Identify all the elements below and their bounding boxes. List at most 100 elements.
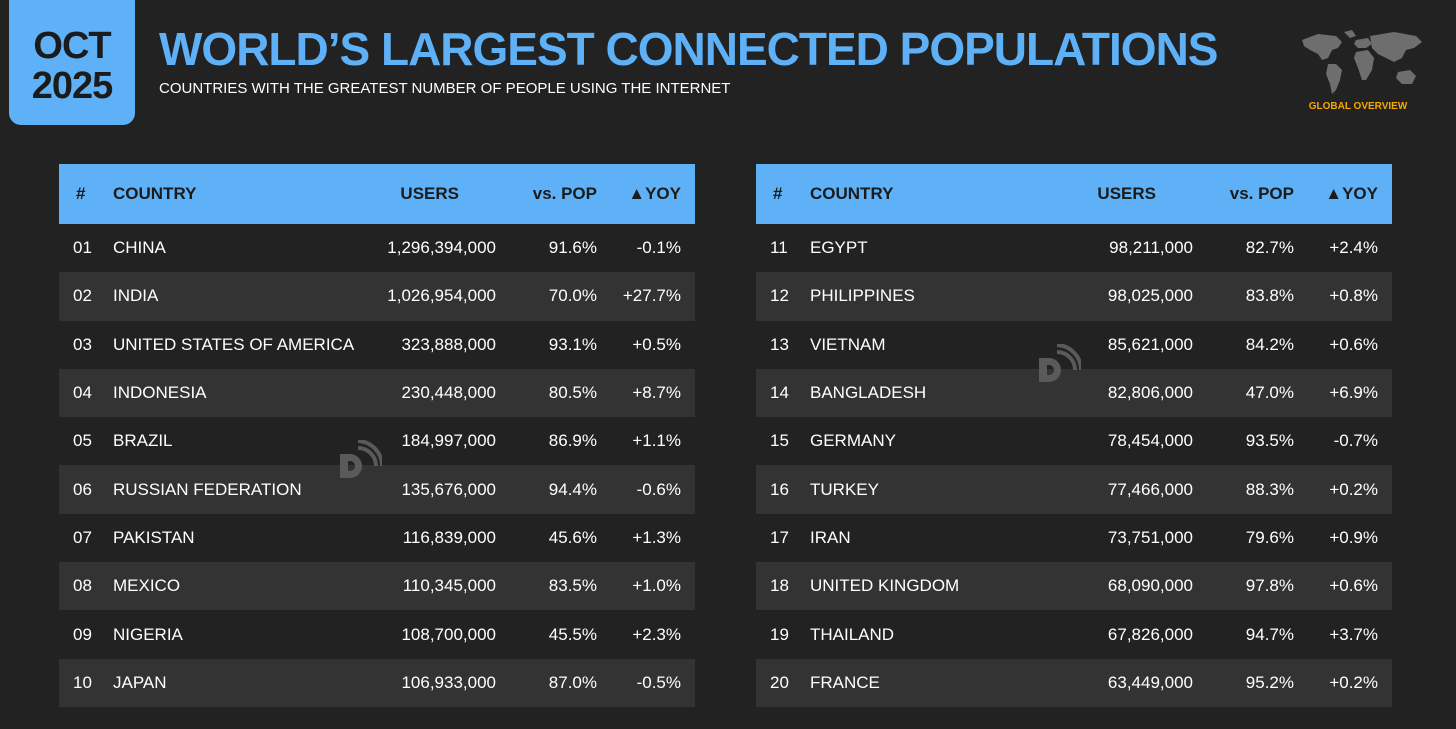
page-subtitle: COUNTRIES WITH THE GREATEST NUMBER OF PE… [159,80,731,97]
datareportal-logo-icon [1039,344,1081,382]
rank-cell: 14 [770,383,789,403]
table-row: 02 INDIA 1,026,954,000 70.0% +27.7% [59,272,695,321]
yoy-cell: +0.8% [1329,286,1378,306]
table-row: 03 UNITED STATES OF AMERICA 323,888,000 93.… [59,320,695,369]
ranking-table-right: # COUNTRY USERS vs. POP ▲YOY 11 EGYPT 98,2… [756,164,1392,707]
rank-cell: 09 [73,624,92,644]
yoy-cell: +8.7% [632,383,681,403]
header-users: USERS [400,184,459,203]
vs-pop-cell: 87.0% [548,672,597,692]
rank-cell: 02 [73,286,92,306]
table-row: 04 INDONESIA 230,448,000 80.5% +8.7% [59,368,695,418]
rank-cell: 07 [73,527,92,547]
country-cell: PAKISTAN [113,527,195,547]
table-row: 12 PHILIPPINES 98,025,000 83.8% +0.8% [756,272,1392,321]
country-cell: IRAN [810,527,851,547]
rank-cell: 19 [770,624,789,644]
header-vs-pop: vs. POP [1229,184,1294,203]
rank-cell: 06 [73,479,92,499]
users-cell: 68,090,000 [1107,576,1193,596]
country-cell: BRAZIL [113,431,173,451]
country-cell: INDONESIA [113,383,207,403]
country-cell: PHILIPPINES [810,286,915,306]
vs-pop-cell: 86.9% [548,431,597,451]
users-cell: 63,449,000 [1107,672,1193,692]
country-cell: CHINA [113,238,166,258]
table-row: 16 TURKEY 77,466,000 88.3% +0.2% [756,465,1392,514]
rank-cell: 03 [73,334,92,354]
page-title: WORLD’S LARGEST CONNECTED POPULATIONS [159,23,1218,75]
global-overview-label: GLOBAL OVERVIEW [1308,101,1408,112]
vs-pop-cell: 93.5% [1245,431,1294,451]
country-cell: FRANCE [810,672,880,692]
header-yoy: ▲YOY [628,184,681,203]
yoy-cell: +27.7% [622,286,681,306]
rank-cell: 05 [73,431,92,451]
vs-pop-cell: 45.6% [548,527,597,547]
table-row: 09 NIGERIA 108,700,000 45.5% +2.3% [59,610,695,659]
users-cell: 77,466,000 [1107,479,1193,499]
vs-pop-cell: 94.4% [548,479,597,499]
rank-cell: 16 [770,479,789,499]
yoy-cell: +2.3% [632,624,681,644]
yoy-cell: +2.4% [1329,238,1378,258]
table-row: 19 THAILAND 67,826,000 94.7% +3.7% [756,610,1392,659]
yoy-cell: +6.9% [1329,383,1378,403]
date-badge-year: 2025 [31,65,114,107]
vs-pop-cell: 97.8% [1245,576,1294,596]
vs-pop-cell: 70.0% [548,286,597,306]
table-row: 20 FRANCE 63,449,000 95.2% +0.2% [756,658,1392,707]
rank-cell: 10 [73,672,92,692]
country-cell: UNITED KINGDOM [810,576,960,596]
country-cell: TURKEY [810,479,879,499]
users-cell: 108,700,000 [401,624,496,644]
table-row: 18 UNITED KINGDOM 68,090,000 97.8% +0.6% [756,562,1392,611]
header-rank: # [76,184,86,203]
users-cell: 98,025,000 [1107,286,1193,306]
country-cell: UNITED STATES OF AMERICA [113,334,355,354]
rank-cell: 18 [770,576,789,596]
yoy-cell: +3.7% [1329,624,1378,644]
vs-pop-cell: 80.5% [548,383,597,403]
rank-cell: 04 [73,383,92,403]
world-map-icon [1302,30,1422,94]
table-row: 15 GERMANY 78,454,000 93.5% -0.7% [756,417,1392,466]
users-cell: 230,448,000 [401,383,496,403]
table-row: 01 CHINA 1,296,394,000 91.6% -0.1% [59,224,695,273]
country-cell: JAPAN [113,672,167,692]
users-cell: 184,997,000 [401,431,496,451]
vs-pop-cell: 84.2% [1245,334,1294,354]
table-row: 11 EGYPT 98,211,000 82.7% +2.4% [756,224,1392,273]
table-row: 10 JAPAN 106,933,000 87.0% -0.5% [59,658,695,707]
header-vs-pop: vs. POP [532,184,597,203]
country-cell: INDIA [113,286,159,306]
users-cell: 116,839,000 [402,527,496,547]
yoy-cell: -0.1% [636,238,681,258]
header-country: COUNTRY [810,184,894,203]
users-cell: 106,933,000 [401,672,496,692]
yoy-cell: -0.5% [636,672,681,692]
users-cell: 82,806,000 [1107,383,1193,403]
yoy-cell: +0.2% [1329,672,1378,692]
vs-pop-cell: 83.5% [548,576,597,596]
country-cell: THAILAND [810,624,895,644]
rank-cell: 20 [770,672,789,692]
rank-cell: 12 [770,286,789,306]
table-row: 07 PAKISTAN 116,839,000 45.6% +1.3% [59,513,695,563]
table-header: # COUNTRY USERS vs. POP ▲YOY [756,164,1392,224]
country-cell: VIETNAM [810,334,886,354]
vs-pop-cell: 47.0% [1245,383,1294,403]
header-rank: # [773,184,783,203]
table-body: 11 EGYPT 98,211,000 82.7% +2.4% 12 PHILIPPINES… [756,224,1392,707]
rank-cell: 13 [770,334,789,354]
date-badge: OCT 2025 [9,0,135,125]
table-header: # COUNTRY USERS vs. POP ▲YOY [59,164,695,224]
vs-pop-cell: 79.6% [1245,527,1294,547]
datareportal-logo-icon [340,440,382,478]
yoy-cell: +0.9% [1329,527,1378,547]
vs-pop-cell: 91.6% [548,238,597,258]
country-cell: EGYPT [810,238,868,258]
country-cell: NIGERIA [113,624,183,644]
country-cell: RUSSIAN FEDERATION [113,479,302,499]
rank-cell: 11 [770,238,788,258]
